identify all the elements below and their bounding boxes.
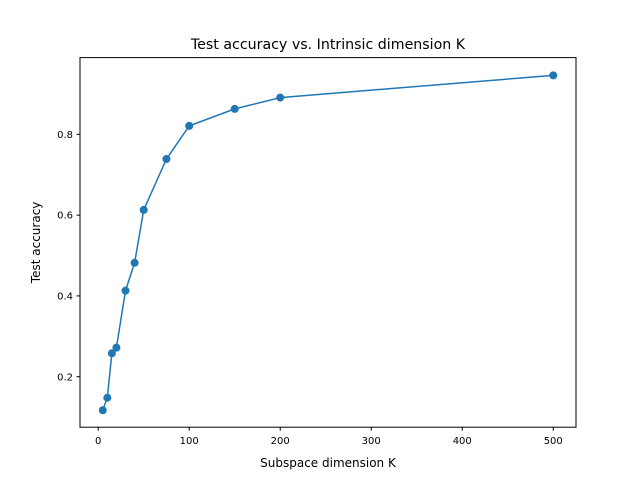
data-point <box>98 406 107 415</box>
data-point <box>162 154 171 163</box>
y-tick-label: 0.4 <box>57 292 73 303</box>
y-axis-label: Test accuracy <box>29 202 43 285</box>
y-tick-label: 0.8 <box>57 130 73 141</box>
x-tick-label: 200 <box>271 436 290 447</box>
data-point <box>130 258 139 267</box>
y-tick-label: 0.2 <box>57 372 73 383</box>
x-tick-label: 500 <box>544 436 563 447</box>
data-point <box>121 286 130 295</box>
x-tick-label: 400 <box>453 436 472 447</box>
y-tick-label: 0.6 <box>57 211 73 222</box>
axes-frame <box>79 57 577 428</box>
data-point <box>185 121 194 130</box>
data-point <box>107 349 116 358</box>
data-point <box>276 93 285 102</box>
x-axis-label: Subspace dimension K <box>260 456 397 470</box>
x-tick-label: 100 <box>180 436 199 447</box>
data-point <box>112 343 121 352</box>
data-point <box>230 104 239 113</box>
y-axis-ticks: 0.2 0.4 0.6 0.8 <box>57 130 80 383</box>
x-tick-label: 300 <box>362 436 381 447</box>
x-tick-label: 0 <box>95 436 101 447</box>
chart-title: Test accuracy vs. Intrinsic dimension K <box>190 37 466 53</box>
series-line <box>102 74 554 411</box>
data-point <box>103 393 112 402</box>
plot-area <box>98 71 558 415</box>
data-point <box>139 205 148 214</box>
x-axis-ticks: 0 100 200 300 400 500 <box>95 427 563 447</box>
data-point <box>549 71 558 80</box>
